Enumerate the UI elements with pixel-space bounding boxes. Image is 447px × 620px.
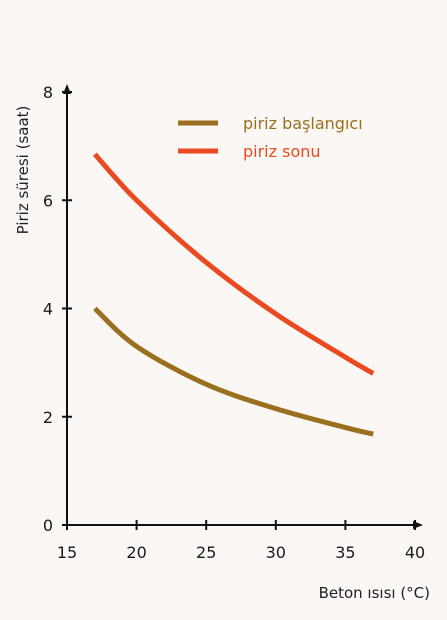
- legend-label: piriz başlangıcı: [243, 114, 363, 133]
- x-tick-label: 40: [405, 543, 425, 562]
- y-tick-label: 0: [43, 516, 53, 535]
- series-lines: [92, 152, 375, 437]
- y-tick-label: 8: [43, 83, 53, 102]
- x-tick-label: 30: [266, 543, 286, 562]
- legend: piriz başlangıcı piriz sonu: [178, 114, 363, 161]
- y-axis-label: Piriz süresi (saat): [14, 106, 32, 235]
- series-line-piriz-sonu: [92, 152, 375, 376]
- ticks: 15 20 25 30 35 40 0 2 4 6 8: [43, 83, 425, 562]
- x-tick-label: 15: [57, 543, 77, 562]
- x-tick-label: 20: [126, 543, 146, 562]
- y-tick-label: 2: [43, 408, 53, 427]
- x-tick-label: 25: [196, 543, 216, 562]
- y-tick-label: 6: [43, 191, 53, 210]
- x-tick-label: 35: [335, 543, 355, 562]
- series-line-piriz-baslangici: [93, 306, 374, 437]
- x-axis-label: Beton ısısı (°C): [319, 584, 430, 602]
- y-tick-label: 4: [43, 300, 53, 319]
- legend-label: piriz sonu: [243, 142, 321, 161]
